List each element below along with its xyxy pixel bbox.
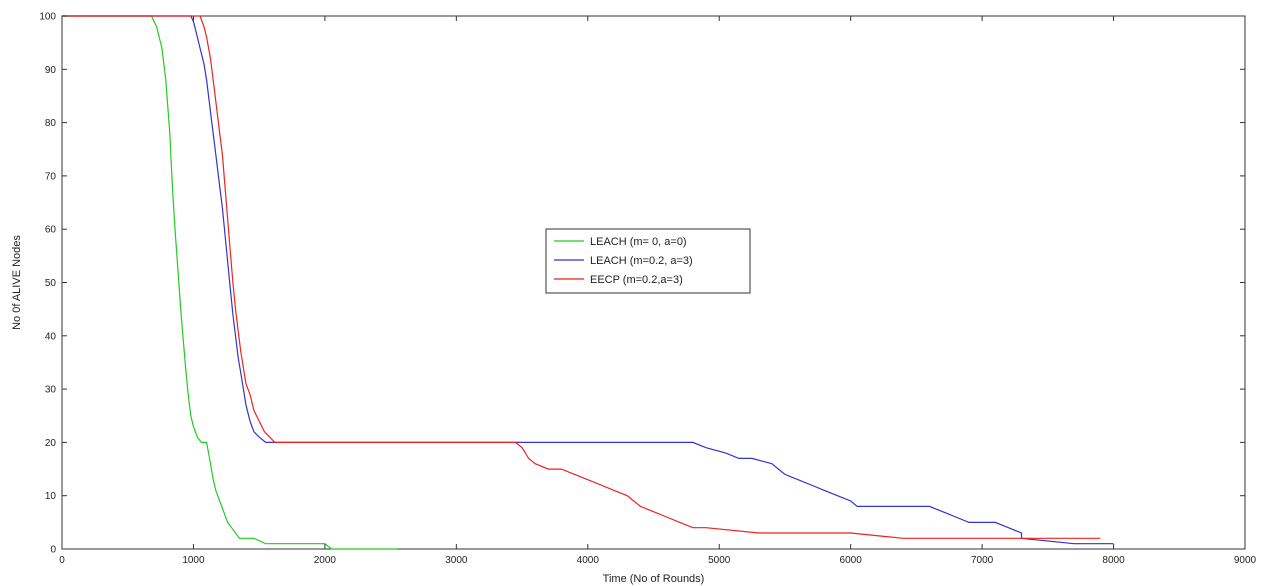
x-tick-label: 5000 [708, 555, 731, 566]
x-tick-label: 2000 [314, 555, 337, 566]
x-tick-label: 1000 [182, 555, 205, 566]
x-axis-label: Time (No of Rounds) [603, 573, 705, 585]
legend-box [545, 228, 751, 294]
x-tick-label: 9000 [1234, 555, 1257, 566]
series-line-1 [62, 15, 398, 550]
x-tick-label: 8000 [1102, 555, 1125, 566]
y-tick-label: 50 [45, 278, 57, 289]
y-tick-label: 60 [45, 225, 57, 236]
y-axis-label: No 0f ALIVE Nodes [11, 235, 23, 330]
x-tick-label: 4000 [577, 555, 600, 566]
legend-entry: LEACH (m=0.2, a=3) [590, 255, 693, 267]
x-tick-label: 0 [59, 555, 65, 566]
y-tick-label: 70 [45, 171, 57, 182]
y-tick-label: 90 [45, 65, 57, 76]
y-tick-label: 100 [39, 12, 56, 23]
y-tick-label: 0 [50, 545, 56, 556]
y-tick-label: 10 [45, 491, 57, 502]
ticks-layer: 0 1000 2000 3000 4000 5000 6000 7000 8000 9000 0 10… [39, 12, 1256, 567]
x-tick-label: 6000 [840, 555, 863, 566]
series-line-3 [62, 15, 1101, 539]
legend-entry: EECP (m=0.2,a=3) [590, 274, 683, 286]
y-tick-label: 20 [45, 438, 57, 449]
x-tick-label: 7000 [971, 555, 994, 566]
legend: LEACH (m= 0, a=0) LEACH (m=0.2, a=3) EECP … [545, 228, 751, 294]
y-tick-label: 30 [45, 385, 57, 396]
legend-entry: LEACH (m= 0, a=0) [590, 236, 687, 248]
x-tick-label: 3000 [445, 555, 468, 566]
y-tick-label: 40 [45, 331, 57, 342]
y-tick-label: 80 [45, 118, 57, 129]
series-layer [62, 15, 1114, 550]
